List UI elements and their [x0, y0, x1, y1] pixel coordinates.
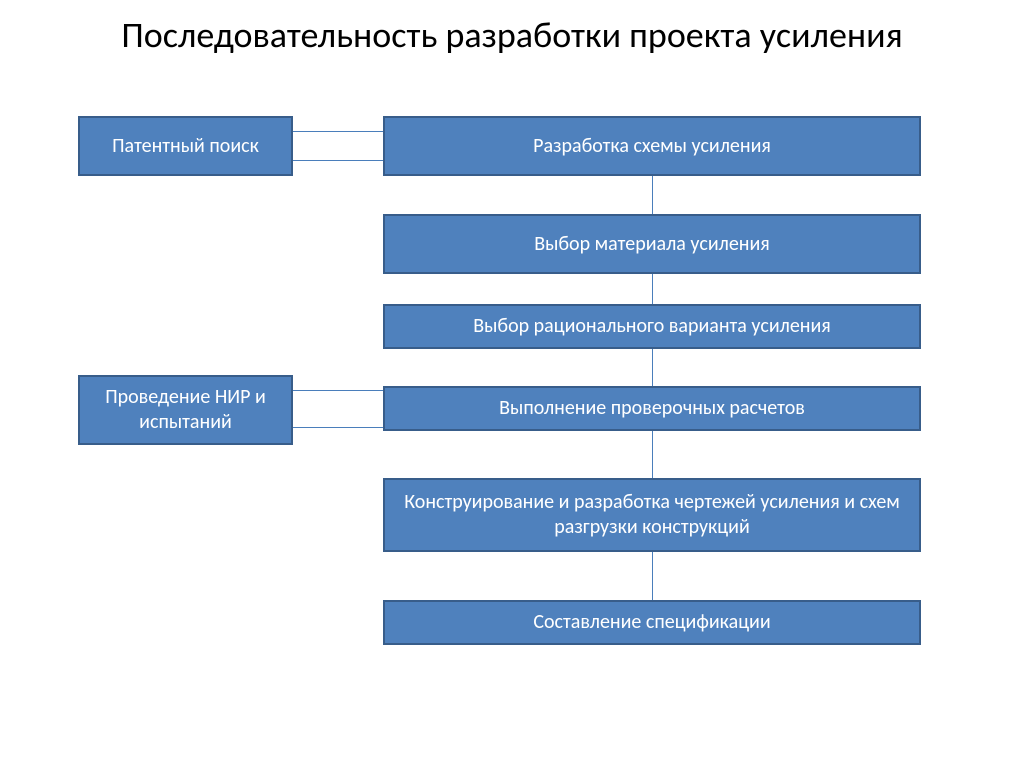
box-spec: Составление спецификации — [383, 600, 921, 645]
nir-calc-connector-1 — [293, 390, 383, 391]
patent-scheme-connector-2 — [293, 160, 383, 161]
box-patent: Патентный поиск — [78, 116, 293, 176]
box-calc: Выполнение проверочных расчетов — [383, 386, 921, 431]
box-nir: Проведение НИР и испытаний — [78, 375, 293, 445]
nir-calc-connector-2 — [293, 427, 383, 428]
box-material: Выбор материала усиления — [383, 214, 921, 274]
patent-scheme-connector-1 — [293, 131, 383, 132]
box-variant: Выбор рационального варианта усиления — [383, 304, 921, 349]
box-drawings: Конструирование и разработка чертежей ус… — [383, 478, 921, 552]
page-title: Последовательность разработки проекта ус… — [0, 18, 1024, 52]
box-scheme: Разработка схемы усиления — [383, 116, 921, 176]
